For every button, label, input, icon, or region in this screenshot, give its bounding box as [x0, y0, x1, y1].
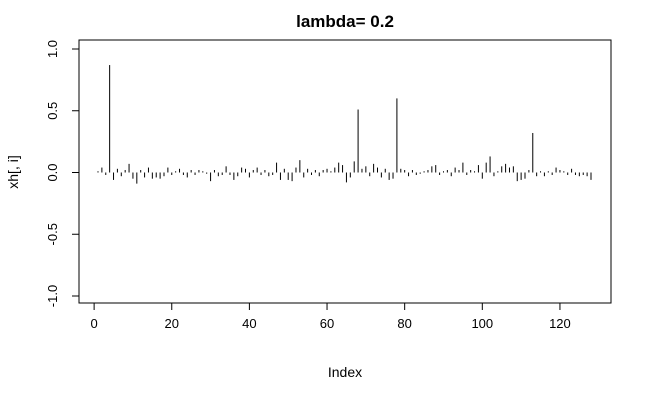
x-axis-label: Index: [328, 364, 362, 380]
chart-title: lambda= 0.2: [296, 12, 394, 31]
y-tick-label-0: 0.0: [45, 163, 60, 181]
x-tick-label-0: 0: [91, 316, 98, 331]
x-axis: 0 20 40 60 80 100 120: [91, 302, 571, 331]
y-tick-label--0.5: -0.5: [45, 223, 60, 245]
y-tick-label--1: -1.0: [45, 285, 60, 307]
series-spikes: [97, 65, 592, 184]
x-tick-label-80: 80: [397, 316, 411, 331]
y-axis: -1.0 -0.5 0.0 0.5 1.0: [45, 40, 80, 307]
x-tick-label-20: 20: [165, 316, 179, 331]
x-tick-label-100: 100: [471, 316, 493, 331]
x-tick-label-40: 40: [242, 316, 256, 331]
y-tick-label-0.5: 0.5: [45, 102, 60, 120]
x-tick-label-60: 60: [320, 316, 334, 331]
x-tick-label-120: 120: [549, 316, 571, 331]
y-tick-label-1: 1.0: [45, 40, 60, 58]
plot-frame: [78, 39, 612, 304]
y-axis-label: xh[, i]: [5, 155, 21, 188]
